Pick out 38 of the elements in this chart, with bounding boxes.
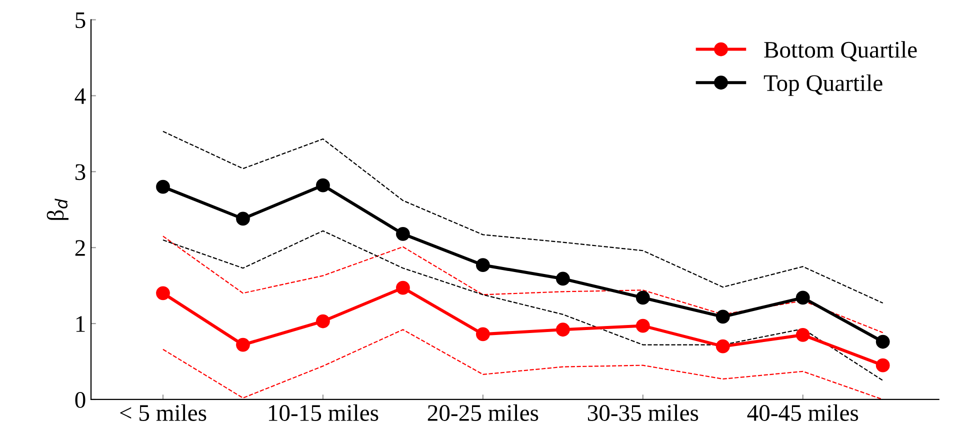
point	[876, 358, 890, 372]
point	[396, 280, 410, 295]
y-tick-label: 1	[76, 316, 85, 332]
x-tick-label: 10-15 miles	[268, 404, 378, 421]
y-axis-title: β$_{d}$	[46, 198, 68, 220]
point	[556, 272, 570, 286]
point	[796, 328, 810, 342]
y-tick-label: 5	[76, 12, 86, 28]
line-series	[162, 329, 884, 400]
y-tick-label: 0	[75, 392, 86, 408]
line-series	[162, 236, 884, 334]
x-tick-label: 40-45 miles	[747, 404, 858, 421]
point	[476, 258, 490, 272]
x-tick-label: 30-35 miles	[588, 404, 698, 421]
point	[556, 322, 570, 337]
point	[636, 290, 650, 305]
x-tick-label: < 5 miles	[120, 404, 206, 421]
line-series	[162, 130, 884, 304]
point	[716, 339, 730, 354]
x-tick-label: 20-25 miles	[428, 404, 538, 421]
point	[316, 314, 330, 328]
y-tick-label: 3	[75, 164, 86, 180]
point	[156, 286, 170, 300]
point	[396, 226, 410, 241]
point	[636, 318, 650, 333]
point	[236, 338, 250, 352]
y-tick-label: 4	[74, 88, 86, 104]
point	[716, 310, 730, 324]
point	[236, 212, 250, 226]
point	[796, 290, 810, 305]
point	[316, 178, 330, 192]
point	[156, 180, 170, 194]
point	[876, 334, 890, 349]
line-series	[162, 230, 884, 382]
y-tick-label: 2	[75, 240, 85, 256]
point	[476, 327, 490, 342]
legend-label: Bottom Quartile	[764, 41, 917, 62]
legend-label: Top Quartile	[764, 74, 882, 96]
